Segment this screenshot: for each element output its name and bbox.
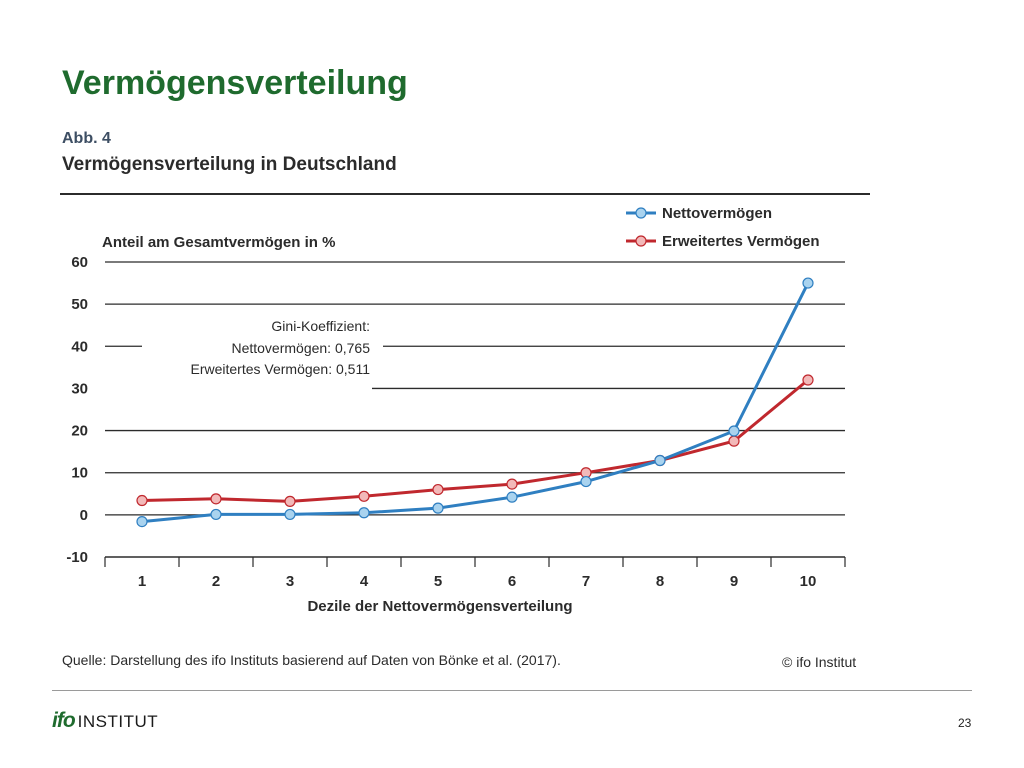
y-tick-label: 40 [71, 338, 88, 355]
data-point-nettovermoegen [654, 454, 666, 467]
data-point-nettovermoegen [432, 502, 444, 514]
x-tick-label: 5 [434, 573, 442, 590]
data-point-erweitertes-vermoegen [284, 495, 296, 507]
legend-swatch-marker [635, 235, 647, 247]
logo-text: INSTITUT [77, 712, 159, 731]
data-point-erweitertes-vermoegen [210, 493, 222, 505]
slide-title: Vermögensverteilung [62, 64, 408, 102]
data-point-erweitertes-vermoegen [136, 494, 148, 507]
figure-copyright: © ifo Institut [782, 654, 857, 670]
legend-swatch-marker [635, 207, 647, 219]
x-axis-label: Dezile der Nettovermögensverteilung [307, 598, 572, 615]
data-point-erweitertes-vermoegen [728, 435, 740, 447]
data-point-nettovermoegen [210, 508, 222, 521]
legend-label: Nettovermögen [662, 205, 772, 222]
x-tick-label: 1 [138, 573, 146, 590]
y-tick-label: 60 [71, 254, 88, 271]
data-point-nettovermoegen [802, 277, 814, 289]
y-tick-label: 10 [71, 465, 88, 482]
gini-annotation-line: Erweitertes Vermögen: 0,511 [190, 361, 370, 377]
logo-mark: ifo [52, 709, 76, 732]
data-point-erweitertes-vermoegen [432, 483, 444, 496]
series-line-erweitertes-vermoegen [141, 378, 809, 503]
data-point-nettovermoegen [136, 515, 148, 528]
x-tick-label: 4 [360, 573, 369, 590]
data-point-nettovermoegen [284, 508, 296, 521]
y-tick-label: 50 [71, 296, 88, 313]
legend-label: Erweitertes Vermögen [662, 233, 820, 250]
gini-annotation-line: Gini-Koeffizient: [271, 318, 370, 334]
y-tick-label: 30 [71, 380, 88, 397]
data-point-nettovermoegen [358, 507, 370, 519]
data-point-nettovermoegen [506, 491, 518, 503]
y-axis-label: Anteil am Gesamtvermögen in % [102, 234, 335, 251]
x-tick-label: 9 [730, 573, 738, 590]
x-tick-label: 6 [508, 573, 516, 590]
page-number: 23 [958, 716, 972, 730]
figure-source: Quelle: Darstellung des ifo Instituts ba… [62, 652, 561, 668]
series-line-nettovermoegen [141, 282, 810, 524]
ifo-institut-logo: ifo INSTITUT [52, 709, 158, 733]
figure-label: Abb. 4 [62, 130, 111, 147]
x-tick-label: 3 [286, 573, 294, 590]
data-point-erweitertes-vermoegen [802, 374, 814, 386]
gini-annotation-line: Nettovermögen: 0,765 [231, 340, 370, 356]
y-tick-label: 20 [71, 423, 88, 440]
y-tick-label: 0 [80, 507, 88, 524]
x-tick-label: 2 [212, 573, 220, 590]
data-point-erweitertes-vermoegen [358, 490, 370, 502]
data-point-erweitertes-vermoegen [506, 478, 518, 490]
y-tick-label: -10 [66, 549, 88, 566]
x-tick-label: 8 [656, 573, 664, 590]
data-point-nettovermoegen [580, 475, 592, 488]
x-tick-label: 10 [800, 573, 817, 590]
footer-divider [52, 690, 972, 691]
data-point-nettovermoegen [728, 425, 740, 437]
figure-title: Vermögensverteilung in Deutschland [62, 154, 397, 175]
x-tick-label: 7 [582, 573, 590, 590]
